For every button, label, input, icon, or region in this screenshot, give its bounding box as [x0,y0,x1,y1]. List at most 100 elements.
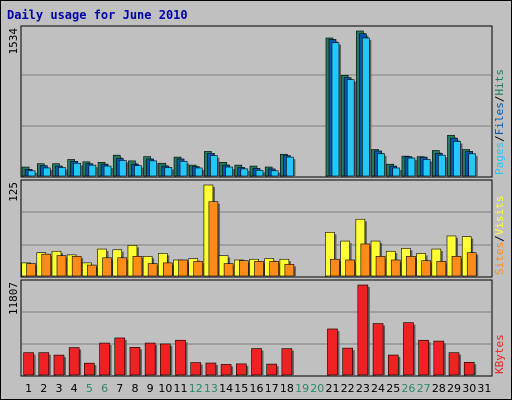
bar-pages-17 [270,170,279,177]
bar-sites-13 [208,201,219,277]
series-label-part: Visits [493,196,506,236]
series-label-part: Pages [493,142,506,175]
series-label-part: Hits [493,69,506,96]
chart-title: Daily usage for June 2010 [7,8,188,22]
bar-kbytes-16 [251,348,262,376]
day-label-17: 17 [265,382,279,395]
day-label-21: 21 [325,382,339,395]
bar-kbytes-27 [418,339,429,376]
bar-pages-8 [134,165,142,177]
day-label-11: 11 [174,382,188,395]
bar-kbytes-7 [114,337,126,376]
bar-kbytes-23 [357,284,369,376]
day-label-7: 7 [116,382,123,395]
day-label-4: 4 [71,382,78,395]
bar-visits-21 [325,232,335,277]
bar-kbytes-14 [220,364,232,376]
bar-sites-22 [345,259,355,277]
bar-pages-12 [194,167,203,177]
bar-pages-21 [331,42,340,177]
series-label-part: / [493,135,506,142]
bar-pages-2 [42,167,51,177]
bar-sites-21 [330,258,340,277]
panel-hits-files-pages [20,25,493,178]
bar-kbytes-29 [448,352,460,376]
bar-sites-12 [193,261,204,277]
bar-kbytes-2 [38,352,50,376]
day-label-2: 2 [40,382,47,395]
bar-pages-25 [392,167,401,177]
bar-pages-11 [179,161,188,177]
bar-sites-28 [436,261,447,277]
series-label-visits-sites: Sites/Visits [493,196,506,276]
bar-pages-26 [407,157,416,177]
bar-kbytes-17 [266,363,277,376]
bar-pages-10 [164,167,173,177]
day-label-31: 31 [477,382,491,395]
day-label-25: 25 [386,382,400,395]
day-label-3: 3 [55,382,62,395]
bar-kbytes-5 [84,362,95,376]
day-label-13: 13 [204,382,218,395]
bar-sites-8 [132,256,143,277]
bar-kbytes-30 [463,361,475,376]
bar-sites-4 [71,256,82,277]
bar-pages-13 [210,155,218,177]
bar-kbytes-22 [342,347,353,376]
bar-pages-7 [118,160,127,177]
day-label-5: 5 [86,382,93,395]
day-label-24: 24 [371,382,385,395]
series-label-part: Files [493,102,506,135]
bar-kbytes-26 [403,322,414,376]
day-label-19: 19 [295,382,309,395]
day-label-14: 14 [219,382,233,395]
bar-pages-18 [286,156,294,177]
bar-kbytes-12 [190,362,202,376]
bar-kbytes-25 [387,354,399,376]
bar-kbytes-6 [99,342,110,376]
bar-pages-27 [422,159,431,177]
bar-sites-6 [102,257,112,277]
day-label-26: 26 [401,382,415,395]
ymax-label-visits-sites: 125 [7,182,20,202]
bar-kbytes-4 [68,347,80,376]
day-label-27: 27 [417,382,431,395]
bar-kbytes-21 [327,328,338,376]
bar-sites-18 [284,264,295,277]
bar-sites-29 [451,256,462,277]
bar-sites-16 [254,261,264,277]
day-label-6: 6 [101,382,108,395]
day-label-29: 29 [447,382,461,395]
bar-kbytes-3 [53,354,65,376]
bar-pages-14 [225,166,233,177]
series-label-hits-files-pages: Pages/Files/Hits [493,69,506,175]
bar-sites-11 [178,259,188,277]
bar-visits-29 [446,235,457,277]
bar-pages-28 [438,154,446,177]
bar-sites-3 [56,255,67,277]
series-label-part: Sites [493,242,506,275]
bar-pages-4 [73,162,81,177]
bar-pages-3 [58,167,66,177]
bar-pages-5 [88,164,97,177]
bar-sites-17 [269,261,279,277]
bar-pages-1 [27,170,36,177]
bar-kbytes-24 [372,323,384,376]
bar-pages-30 [468,153,477,177]
day-label-8: 8 [131,382,138,395]
day-label-23: 23 [356,382,370,395]
day-label-22: 22 [341,382,355,395]
bar-sites-7 [117,257,128,277]
bar-sites-2 [41,253,52,277]
day-label-12: 12 [189,382,203,395]
bar-pages-22 [346,79,355,177]
bar-sites-14 [223,263,234,277]
bar-pages-16 [255,170,264,177]
series-label-part: / [493,235,506,242]
bar-sites-5 [87,264,97,277]
day-label-16: 16 [250,382,264,395]
bar-sites-10 [163,262,173,277]
bar-sites-23 [360,243,371,277]
day-label-1: 1 [25,382,32,395]
bar-kbytes-9 [144,342,156,376]
